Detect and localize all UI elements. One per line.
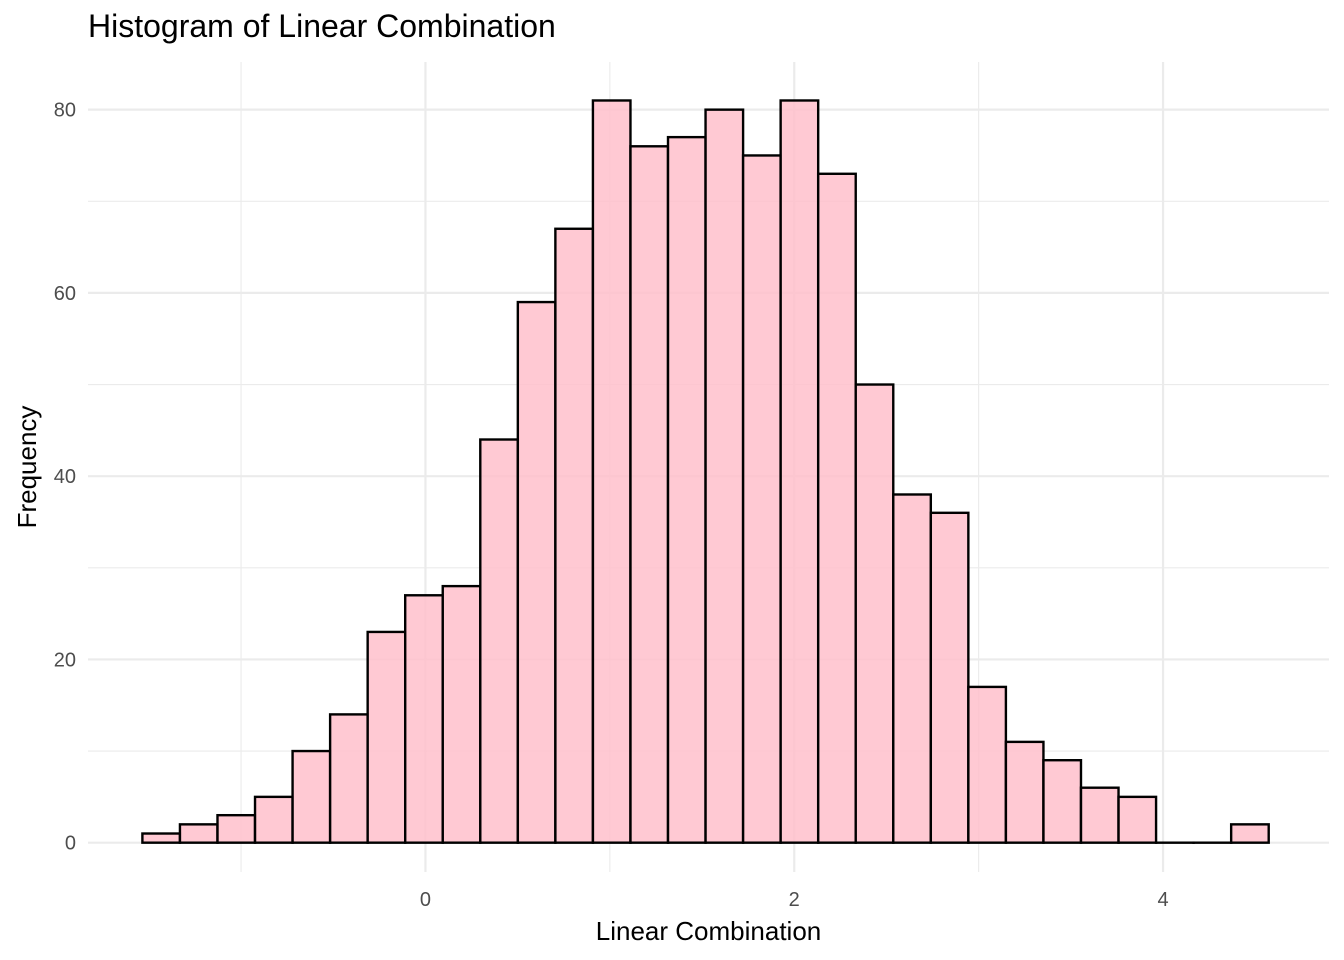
- histogram-bar: [779, 99, 820, 844]
- histogram-bar: [892, 493, 933, 844]
- histogram-bar: [554, 227, 595, 844]
- histogram-bar: [404, 594, 444, 844]
- histogram-bar: [441, 584, 482, 844]
- histogram-bar: [591, 99, 632, 844]
- y-axis-label: Frequency: [12, 406, 42, 529]
- histogram-bar: [479, 438, 520, 844]
- histogram-bar: [291, 749, 332, 844]
- histogram-bar: [141, 832, 182, 844]
- y-tick-label: 20: [54, 649, 76, 671]
- histogram-bar: [666, 135, 707, 844]
- histogram-bar: [1117, 795, 1158, 844]
- y-tick-label: 80: [54, 100, 76, 122]
- y-axis-ticks: 0 20 40 60 80: [54, 100, 76, 855]
- histogram-bar: [967, 685, 1008, 844]
- histogram-bar: [1079, 786, 1120, 844]
- histogram-bar: [816, 172, 857, 844]
- y-tick-label: 60: [54, 283, 76, 305]
- histogram-bar: [1042, 759, 1083, 844]
- histogram-bar: [704, 108, 745, 844]
- histogram-bar: [1229, 823, 1270, 844]
- x-tick-label: 0: [420, 889, 431, 911]
- y-tick-label: 40: [54, 466, 76, 488]
- histogram-bar: [1004, 740, 1045, 844]
- histogram-bar: [328, 713, 369, 844]
- histogram-bar: [216, 813, 257, 844]
- histogram-bar: [741, 154, 782, 844]
- histogram-bar: [366, 630, 407, 844]
- histogram-bar: [516, 300, 557, 844]
- x-axis-ticks: 0 2 4: [420, 889, 1169, 911]
- histogram-bar: [178, 823, 219, 844]
- histogram-bar: [629, 145, 670, 844]
- y-tick-label: 0: [65, 833, 76, 855]
- x-axis-label: Linear Combination: [596, 916, 821, 946]
- histogram-bar: [253, 795, 294, 844]
- histogram-bar: [854, 383, 895, 844]
- chart-title: Histogram of Linear Combination: [88, 8, 556, 44]
- x-tick-label: 4: [1157, 889, 1168, 911]
- histogram-bars: [141, 99, 1270, 844]
- x-tick-label: 2: [789, 889, 800, 911]
- histogram-bar: [929, 511, 970, 844]
